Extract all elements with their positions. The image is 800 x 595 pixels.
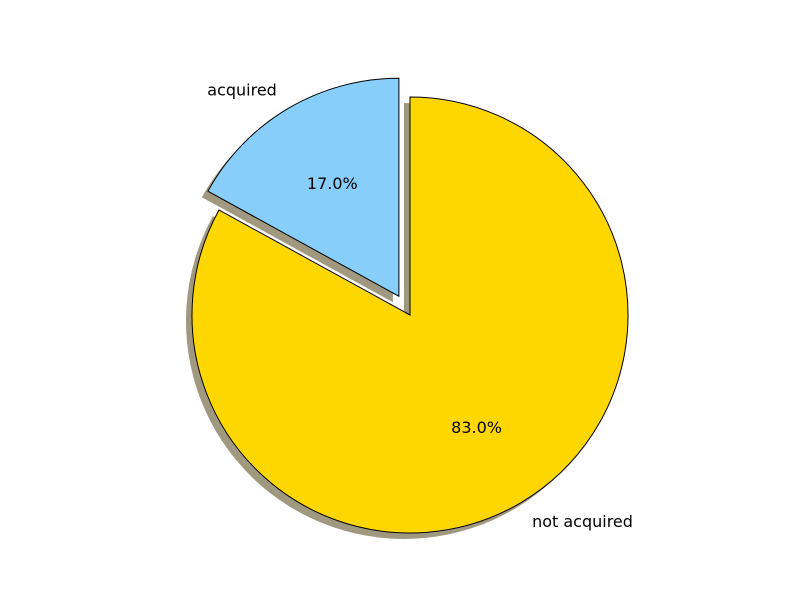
- label-layer: 17.0% acquired 83.0% not acquired: [207, 80, 633, 531]
- slice-label-not-acquired: not acquired: [532, 512, 633, 531]
- slice-layer: [191, 77, 629, 534]
- pie-slice-not-acquired: [191, 96, 629, 534]
- slice-label-acquired: acquired: [207, 80, 277, 99]
- percent-label-acquired: 17.0%: [307, 174, 358, 193]
- pie-slice-acquired: [207, 77, 400, 298]
- percent-label-not-acquired: 83.0%: [451, 418, 502, 437]
